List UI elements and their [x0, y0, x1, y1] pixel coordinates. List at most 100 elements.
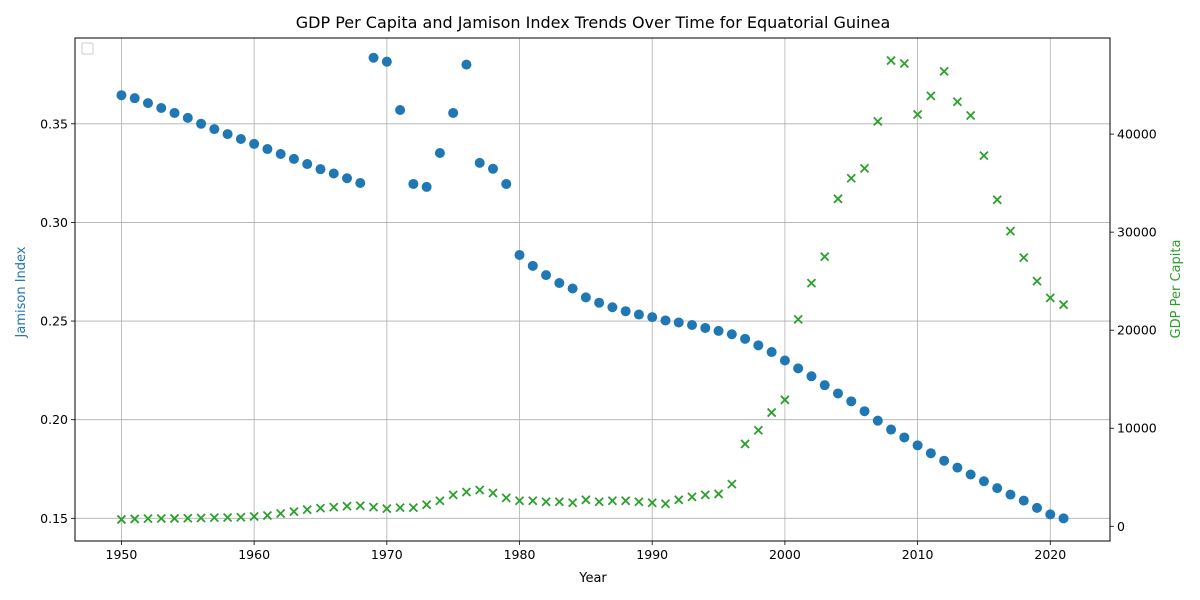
x-tick-label: 1990 — [636, 547, 668, 562]
jamison-point — [779, 355, 790, 366]
jamison-point — [872, 415, 883, 426]
jamison-point — [673, 317, 684, 328]
left-y-tick-label: 0.35 — [40, 116, 68, 131]
gdp-point — [966, 110, 976, 121]
jamison-point — [793, 363, 804, 374]
gdp-point — [647, 498, 657, 508]
gdp-point — [886, 55, 896, 66]
gdp-point — [448, 490, 458, 500]
jamison-point — [222, 129, 233, 140]
gdp-point — [435, 496, 445, 506]
jamison-point — [541, 270, 552, 281]
jamison-point — [381, 56, 392, 67]
jamison-point — [647, 312, 658, 323]
gdp-point — [421, 500, 432, 510]
jamison-point — [1005, 489, 1016, 500]
gdp-point — [209, 513, 219, 523]
x-axis-label: Year — [578, 571, 607, 586]
gdp-point — [342, 501, 352, 511]
right-y-tick-label: 10000 — [1117, 421, 1157, 436]
gdp-point — [289, 506, 299, 517]
grid-lines — [75, 38, 1110, 541]
jamison-point — [832, 388, 843, 399]
gdp-point — [395, 503, 405, 513]
jamison-point — [594, 297, 605, 308]
jamison-point — [740, 333, 751, 344]
gdp-point — [183, 513, 193, 523]
gdp-point — [820, 252, 830, 262]
left-y-axis-label: Jamison Index — [14, 246, 29, 338]
right-y-tick-label: 30000 — [1117, 225, 1157, 240]
gdp-point — [262, 510, 273, 521]
gdp-point — [461, 487, 472, 497]
chart-title: GDP Per Capita and Jamison Index Trends … — [296, 13, 891, 32]
jamison-point — [939, 455, 950, 466]
gdp-point — [740, 439, 750, 449]
x-tick-label: 2000 — [769, 547, 801, 562]
jamison-point — [302, 159, 313, 170]
left-y-tick-label: 0.30 — [40, 215, 68, 230]
jamison-point — [395, 104, 406, 115]
left-y-tick-label: 0.15 — [40, 511, 68, 526]
jamison-point — [501, 178, 512, 189]
left-y-tick-label: 0.25 — [40, 314, 68, 329]
right-y-axis-label: GDP Per Capita — [1169, 240, 1184, 339]
jamison-point — [1018, 495, 1029, 506]
gdp-point — [581, 495, 591, 505]
gdp-point — [806, 278, 817, 288]
jamison-point — [182, 112, 193, 123]
axis-ticks: 1950 1960 1970 1980 1990 2000 2010 2020 0.15 0.20… — [40, 116, 1157, 562]
empty-legend-box — [81, 42, 94, 55]
gdp-point — [674, 495, 684, 505]
gdp-point — [1019, 252, 1029, 263]
jamison-point — [899, 432, 910, 443]
gdp-point — [713, 489, 724, 499]
jamison-point — [474, 157, 485, 168]
jamison-point — [554, 277, 565, 288]
jamison-point — [859, 406, 870, 417]
jamison-point — [925, 448, 936, 459]
jamison-point — [408, 178, 419, 189]
gdp-point — [926, 91, 936, 101]
jamison-point — [434, 147, 445, 158]
gdp-point — [727, 479, 737, 489]
jamison-point — [806, 371, 817, 382]
jamison-point — [196, 118, 207, 129]
gdp-point — [382, 504, 392, 514]
gdp-point — [859, 163, 870, 174]
gdp-point — [276, 508, 286, 519]
jamison-point — [1045, 509, 1056, 520]
gdp-point — [873, 116, 883, 126]
gdp-point — [329, 502, 339, 512]
jamison-point — [633, 309, 644, 320]
jamison-point — [249, 138, 260, 149]
jamison-point — [978, 476, 989, 487]
jamison-point — [819, 380, 830, 391]
jamison-point — [580, 292, 591, 303]
jamison-point — [235, 133, 246, 144]
gdp-point — [634, 497, 644, 507]
jamison-point — [620, 306, 631, 317]
jamison-point — [660, 315, 671, 326]
gdp-point — [846, 173, 856, 183]
gdp-point — [1058, 300, 1069, 310]
gdp-per-capita-series — [116, 55, 1069, 525]
gdp-point — [514, 496, 525, 506]
jamison-point — [421, 181, 432, 192]
gdp-point — [780, 395, 790, 405]
x-tick-label: 1960 — [238, 547, 270, 562]
jamison-point — [209, 124, 220, 135]
gdp-point — [501, 493, 511, 503]
jamison-point — [912, 440, 923, 451]
gdp-point — [793, 314, 803, 325]
jamison-point — [448, 107, 459, 118]
jamison-point — [169, 107, 180, 118]
gdp-point — [1005, 226, 1016, 236]
jamison-point — [687, 320, 698, 331]
jamison-point — [527, 260, 538, 271]
gdp-point — [594, 497, 604, 507]
gdp-point — [196, 513, 206, 523]
gdp-point — [700, 490, 710, 500]
gdp-point — [315, 503, 326, 513]
